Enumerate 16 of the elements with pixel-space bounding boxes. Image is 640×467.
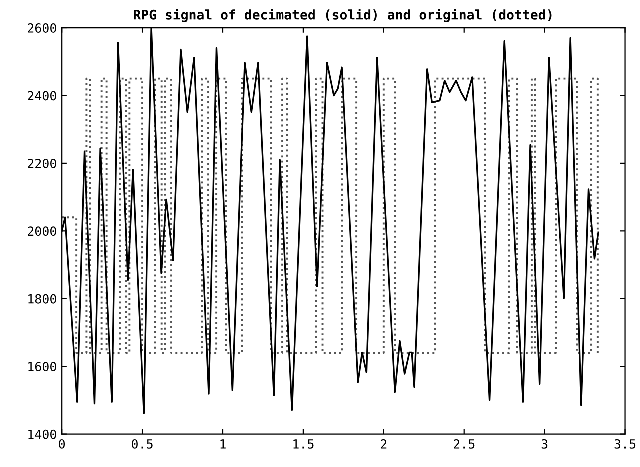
y-tick-label: 1400 bbox=[28, 430, 56, 440]
x-tick-label: 0.5 bbox=[132, 439, 153, 449]
y-tick-label: 2000 bbox=[28, 226, 56, 236]
x-tick-label: 0 bbox=[59, 439, 66, 449]
x-tick-label: 2 bbox=[381, 439, 387, 449]
x-tick-label: 2.5 bbox=[454, 439, 475, 449]
y-tick-label: 2600 bbox=[28, 24, 56, 33]
y-tick-label: 1600 bbox=[28, 362, 56, 372]
y-tick-label: 2200 bbox=[28, 158, 56, 168]
x-tick-label: 3.5 bbox=[614, 439, 636, 449]
chart-title: RPG signal of decimated (solid) and original (dotted) bbox=[134, 8, 552, 22]
y-tick-label: 2400 bbox=[28, 91, 56, 101]
x-tick-label: 3 bbox=[542, 439, 548, 449]
y-tick-label: 1800 bbox=[28, 294, 56, 304]
x-tick-label: 1 bbox=[220, 440, 226, 449]
x-tick-label: 1.5 bbox=[294, 440, 314, 449]
